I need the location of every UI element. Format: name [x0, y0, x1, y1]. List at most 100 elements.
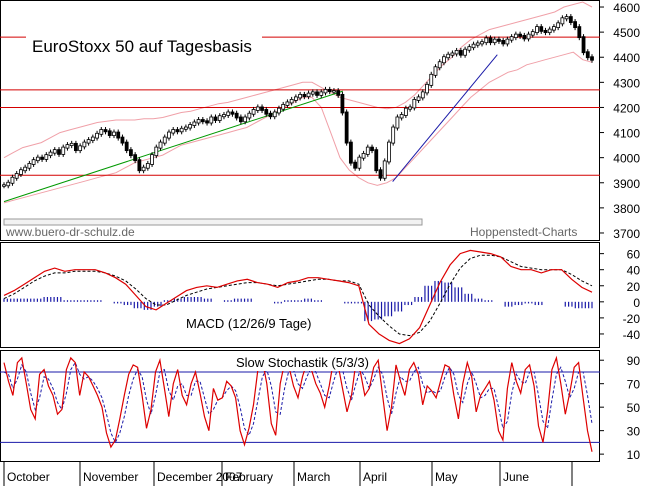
price-bar-body	[78, 145, 83, 152]
price-bar-body	[539, 26, 544, 32]
price-bar-body	[74, 142, 78, 152]
macd-panel: 60 40 20 0 -20 -40	[3, 248, 641, 345]
price-bar-body	[129, 149, 133, 157]
price-bar-body	[433, 66, 438, 76]
price-bar-body	[82, 141, 87, 148]
price-bar-body	[61, 146, 66, 155]
price-bar-body	[327, 88, 332, 93]
price-bar-body	[171, 129, 176, 134]
price-bar-body	[348, 141, 353, 164]
macd-label: MACD (12/26/9 Tage)	[186, 316, 312, 331]
price-bar-body	[175, 129, 180, 133]
price-bar-body	[150, 154, 154, 165]
price-bar-body	[48, 151, 53, 157]
price-bar-body	[408, 106, 413, 110]
price-bar-body	[450, 52, 455, 56]
month-label: November	[83, 470, 138, 484]
price-bar-body	[90, 136, 95, 141]
month-label: March	[297, 470, 330, 484]
price-bar-body	[497, 38, 501, 42]
price-bar-body	[391, 126, 396, 144]
price-bar-body	[213, 116, 218, 121]
stoch-y-tick-label: 90	[627, 354, 641, 368]
price-bar-body	[293, 96, 298, 101]
price-bar-body	[425, 83, 429, 94]
price-bar-body	[209, 116, 214, 124]
price-bar-body	[552, 26, 556, 31]
price-bar-body	[353, 161, 358, 169]
month-label: June	[503, 470, 529, 484]
month-label: October	[7, 470, 50, 484]
macd-signal-line	[3, 254, 593, 337]
price-bar-body	[454, 50, 459, 55]
price-bar-body	[23, 166, 28, 172]
price-bar-body	[530, 31, 535, 36]
price-bar-body	[205, 120, 209, 124]
price-bar-body	[255, 106, 260, 111]
price-bar-body	[222, 114, 226, 118]
price-y-tick-label: 4500	[613, 26, 640, 40]
price-bar-body	[509, 36, 514, 41]
price-bar-body	[298, 93, 303, 99]
macd-y-tick-label: 0	[633, 296, 640, 310]
price-bar-body	[27, 163, 32, 169]
stochastic-panel-frame	[0, 350, 600, 462]
price-bar-body	[323, 88, 328, 94]
source-label: Hoppenstedt-Charts	[470, 225, 577, 239]
price-bar-body	[167, 131, 171, 139]
price-bar-body	[458, 50, 463, 56]
price-bar-body	[179, 127, 184, 133]
price-bar-body	[137, 159, 142, 172]
price-bar-body	[35, 156, 40, 162]
price-bar-body	[289, 99, 294, 104]
price-bar-body	[247, 112, 252, 119]
title-background	[26, 34, 262, 58]
price-bar-body	[336, 90, 341, 96]
price-bar-body	[124, 141, 129, 152]
price-bar-body	[437, 61, 442, 69]
price-bar-body	[238, 116, 243, 123]
price-bar-body	[564, 16, 569, 20]
macd-panel-frame	[0, 242, 600, 348]
price-bar-body	[590, 56, 594, 61]
price-bar-body	[6, 181, 11, 187]
stochastic-label: Slow Stochastik (5/3/3)	[236, 355, 369, 370]
month-label: April	[363, 470, 387, 484]
price-bar-body	[374, 149, 379, 172]
price-bar-body	[268, 112, 273, 118]
price-y-tick-label: 3700	[613, 227, 640, 241]
month-label: May	[435, 470, 458, 484]
price-bar-body	[420, 91, 425, 99]
macd-y-tick-label: 40	[627, 264, 641, 278]
macd-y-tick-label: 20	[627, 280, 641, 294]
price-bar-body	[526, 33, 531, 40]
watermark-url: www.buero-dr-schulz.de	[5, 225, 135, 239]
price-bar-body	[234, 112, 239, 119]
price-bar-body	[535, 26, 539, 34]
price-bar-body	[10, 176, 15, 184]
price-bar-body	[107, 130, 112, 136]
price-bar-body	[581, 36, 586, 54]
price-bar-body	[480, 41, 484, 45]
macd-y-tick-label: -40	[623, 328, 641, 342]
price-bar-body	[69, 142, 74, 147]
price-bar-body	[154, 146, 159, 157]
macd-line	[3, 249, 593, 345]
price-bar-body	[133, 154, 138, 162]
price-bar-body	[522, 34, 527, 40]
price-bar-body	[260, 106, 264, 111]
price-panel-frame	[0, 0, 600, 241]
price-y-tick-label: 4200	[613, 101, 640, 115]
price-y-tick-label: 4000	[613, 152, 640, 166]
price-bar-body	[183, 126, 188, 130]
price-bar-body	[556, 22, 561, 29]
price-bar-body	[399, 114, 404, 119]
price-bar-body	[365, 146, 370, 155]
price-bar-body	[475, 42, 480, 46]
price-bar-body	[277, 107, 281, 114]
price-panel: 3700 3800 3900 4000 4100 4200 4300 4400 4500 4600	[0, 1, 640, 241]
price-bar-body	[217, 115, 222, 121]
price-bar-body	[501, 40, 506, 45]
month-label: February	[225, 470, 273, 484]
